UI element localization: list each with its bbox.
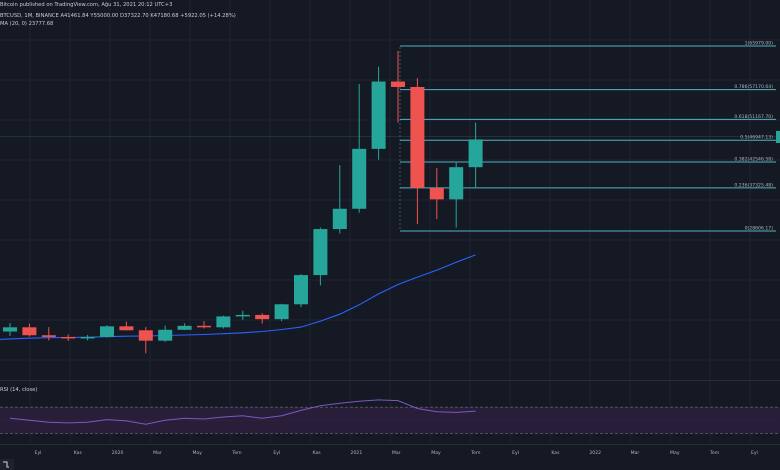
candle-body[interactable]	[313, 229, 328, 276]
candle-body[interactable]	[80, 336, 95, 339]
published-line: Bitcoin published on TradingView.com, Ağ…	[0, 1, 172, 8]
candle[interactable]	[119, 321, 134, 331]
candle[interactable]	[177, 323, 192, 331]
time-tick-label: Eyl	[751, 450, 758, 456]
candle[interactable]	[429, 168, 444, 220]
ma-legend[interactable]: MA (20, 0) 23777.68	[0, 21, 53, 27]
candle[interactable]	[352, 84, 367, 213]
candle[interactable]	[332, 165, 347, 234]
candle-body[interactable]	[255, 314, 270, 320]
candle-body[interactable]	[197, 325, 211, 328]
candle-body[interactable]	[138, 330, 153, 341]
time-tick-label: Mar	[631, 450, 640, 456]
candle[interactable]	[410, 78, 425, 225]
time-tick-label: Mar	[153, 450, 162, 456]
candle[interactable]	[274, 303, 289, 322]
time-tick-label: 2022	[589, 450, 601, 456]
candle[interactable]	[3, 323, 17, 336]
time-tick-label: Mar	[392, 450, 401, 456]
fib-level-label: 0.382(42546.58)	[734, 156, 773, 162]
candle[interactable]	[100, 325, 114, 338]
symbol-line[interactable]: BTCUSD, 1M, BINANCE A41461.84 Y55000.00 …	[0, 13, 236, 19]
candle-body[interactable]	[410, 86, 425, 188]
candle[interactable]	[235, 310, 250, 321]
candle[interactable]	[80, 334, 95, 341]
time-tick-label: Kas	[74, 450, 83, 456]
candle-body[interactable]	[274, 304, 289, 320]
candle[interactable]	[216, 315, 231, 329]
time-tick-label: Kas	[551, 450, 560, 456]
candle-body[interactable]	[61, 336, 76, 339]
candle-body[interactable]	[391, 81, 405, 87]
rsi-legend[interactable]: RSI (14, close)	[0, 387, 37, 393]
candle[interactable]	[313, 227, 328, 286]
time-tick-label: Tem	[709, 450, 720, 456]
candle[interactable]	[158, 325, 173, 342]
time-tick-label: 2020	[112, 450, 124, 456]
time-tick-label: Eyl	[35, 450, 42, 456]
candle-body[interactable]	[235, 314, 250, 317]
rsi-line[interactable]	[9, 399, 476, 425]
candle-body[interactable]	[332, 208, 347, 230]
candle-body[interactable]	[429, 187, 444, 200]
time-tick-label: 2021	[351, 450, 363, 456]
fib-level-label: 1(65979.00)	[745, 41, 774, 47]
rsi-pane[interactable]	[0, 399, 780, 434]
time-tick-label: Tem	[231, 450, 242, 456]
time-tick-label: May	[670, 450, 680, 456]
candle-body[interactable]	[449, 167, 464, 200]
candle-body[interactable]	[468, 139, 483, 168]
candle[interactable]	[468, 122, 483, 188]
candle-body[interactable]	[158, 329, 173, 341]
candle[interactable]	[61, 334, 76, 341]
fib-retracement[interactable]: 1(65979.00) 0.786(57170.64) 0.618(51167.70…	[399, 41, 776, 232]
candle-body[interactable]	[100, 326, 114, 337]
time-tick-label: Eyl	[273, 450, 280, 456]
time-tick-label: May	[431, 450, 441, 456]
time-tick-label: Tem	[470, 450, 481, 456]
candle[interactable]	[449, 162, 464, 228]
candle-body[interactable]	[119, 326, 134, 331]
candle-body[interactable]	[41, 335, 56, 337]
grid	[0, 0, 780, 445]
time-tick-label: Kas	[313, 450, 322, 456]
candle-body[interactable]	[3, 327, 17, 332]
candle[interactable]	[41, 327, 56, 341]
fib-level-label: 0.236(37325.48)	[734, 182, 773, 188]
candle[interactable]	[371, 66, 386, 160]
time-tick-label: May	[192, 450, 202, 456]
candle-body[interactable]	[352, 148, 367, 209]
candle-series[interactable]	[3, 50, 483, 354]
price-scale-marker	[776, 131, 780, 143]
candle-body[interactable]	[371, 81, 386, 149]
fib-level-label: 0.786(57170.64)	[734, 84, 773, 90]
candle-body[interactable]	[294, 275, 308, 305]
fib-level-label: 0.618(51167.70)	[734, 114, 773, 120]
fib-level-label: 0(28606.17)	[745, 226, 774, 232]
time-axis[interactable]: Eyl Kas 2020 Mar May Tem Eyl Kas 2021 Mar May Tem Ey…	[0, 450, 780, 470]
candle[interactable]	[22, 323, 37, 337]
candle[interactable]	[138, 327, 153, 354]
candle[interactable]	[255, 313, 270, 324]
candle-body[interactable]	[22, 327, 37, 336]
time-tick-label: Eyl	[512, 450, 519, 456]
fib-level-label: 0.5(46947.13)	[740, 135, 773, 141]
candle-body[interactable]	[216, 316, 231, 328]
candle[interactable]	[391, 50, 405, 123]
candle-body[interactable]	[177, 325, 192, 330]
candle[interactable]	[197, 321, 211, 329]
candle[interactable]	[294, 274, 308, 308]
tradingview-logo-icon	[3, 461, 9, 468]
